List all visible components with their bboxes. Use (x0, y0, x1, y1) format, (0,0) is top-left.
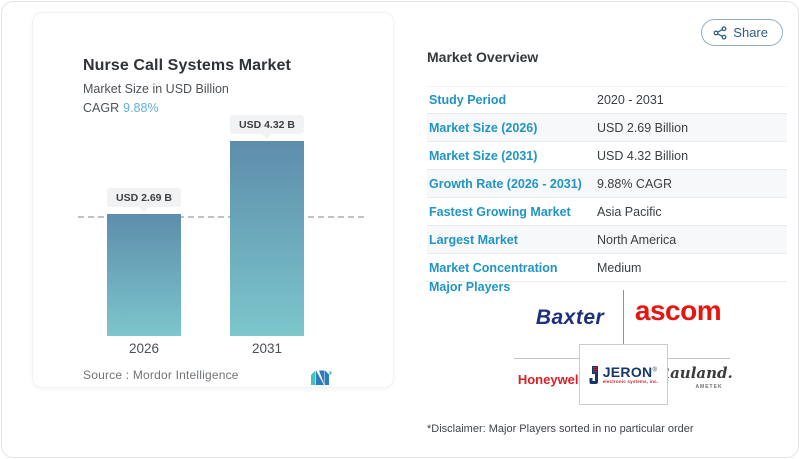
chart-title: Nurse Call Systems Market (83, 57, 291, 74)
mordor-intelligence-logo-icon (311, 368, 332, 390)
overview-row-label: Market Concentration (429, 260, 558, 275)
overview-row-value: Medium (597, 260, 642, 275)
overview-row-value: Asia Pacific (597, 204, 662, 219)
overview-row-label: Market Size (2031) (429, 148, 538, 163)
overview-row-label: Fastest Growing Market (429, 204, 571, 219)
cagr-label: CAGR (83, 101, 120, 115)
bar-value-label: USD 2.69 B (107, 188, 181, 212)
overview-row-value: USD 4.32 Billion (597, 148, 689, 163)
overview-table: Study Period 2020 - 2031 Market Size (2026… (427, 86, 787, 282)
chart-cagr: CAGR 9.88% (83, 101, 159, 115)
overview-row: Study Period 2020 - 2031 (427, 86, 787, 114)
ametek-sub-brand: AMETEK (695, 384, 723, 390)
overview-row-value: USD 2.69 Billion (597, 120, 689, 135)
overview-row: Market Concentration Medium (427, 254, 787, 282)
overview-row: Largest Market North America (427, 226, 787, 254)
jeron-logo: JERON® electronic systems, inc. (579, 344, 668, 405)
rauland-logo: Rauland. AMETEK (647, 364, 743, 390)
bar-value-label: USD 4.32 B (230, 115, 304, 139)
overview-row-label: Market Size (2026) (429, 120, 538, 135)
overview-row-value: 2020 - 2031 (597, 93, 664, 107)
rauland-wordmark: Rauland. (657, 364, 733, 382)
jeron-tagline: electronic systems, inc. (602, 378, 659, 384)
bar (107, 214, 181, 336)
share-button-label: Share (733, 25, 768, 40)
overview-row-value: 9.88% CAGR (597, 176, 673, 191)
bar-category-label: 2026 (128, 341, 160, 356)
jeron-j-icon (589, 365, 600, 385)
ascom-logo: ascom (634, 295, 722, 326)
chart-subtitle: Market Size in USD Billion (83, 82, 229, 96)
overview-row: Market Size (2031) USD 4.32 Billion (427, 142, 787, 170)
overview-row-label: Growth Rate (2026 - 2031) (429, 176, 582, 191)
bar-group: USD 2.69 B 2026 (107, 188, 181, 356)
market-chart-card: Nurse Call Systems Market Market Size in… (32, 12, 394, 388)
baxter-logo: Baxter (535, 306, 605, 329)
registered-mark: ® (652, 367, 658, 374)
players-vertical-divider (623, 290, 624, 345)
bar-category-label: 2031 (251, 341, 283, 356)
bar (230, 141, 304, 336)
share-button[interactable]: Share (701, 19, 783, 46)
bar-group: USD 4.32 B 2031 (230, 115, 304, 356)
overview-heading: Market Overview (427, 49, 539, 65)
overview-row-label: Largest Market (429, 232, 518, 247)
disclaimer-text: *Disclaimer: Major Players sorted in no … (427, 423, 694, 435)
overview-row: Fastest Growing Market Asia Pacific (427, 198, 787, 226)
honeywell-logo: Honeywell (517, 372, 583, 387)
overview-row-label: Study Period (429, 93, 507, 107)
major-players-label: Major Players (429, 280, 511, 294)
market-overview-panel: Market Overview Study Period 2020 - 2031 M… (427, 2, 787, 457)
bar-chart: USD 2.69 B 2026 USD 4.32 B 2031 (33, 13, 393, 387)
overview-row: Growth Rate (2026 - 2031) 9.88% CAGR (427, 170, 787, 198)
reference-dashed-line (78, 216, 364, 218)
overview-row-value: North America (597, 232, 677, 247)
jeron-wordmark: JERON (602, 363, 653, 380)
share-nodes-icon (713, 25, 727, 40)
source-attribution: Source : Mordor Intelligence (83, 368, 239, 382)
source-row: Source : Mordor Intelligence (83, 368, 345, 385)
cagr-value: 9.88% (123, 101, 159, 115)
overview-row: Market Size (2026) USD 2.69 Billion (427, 114, 787, 142)
